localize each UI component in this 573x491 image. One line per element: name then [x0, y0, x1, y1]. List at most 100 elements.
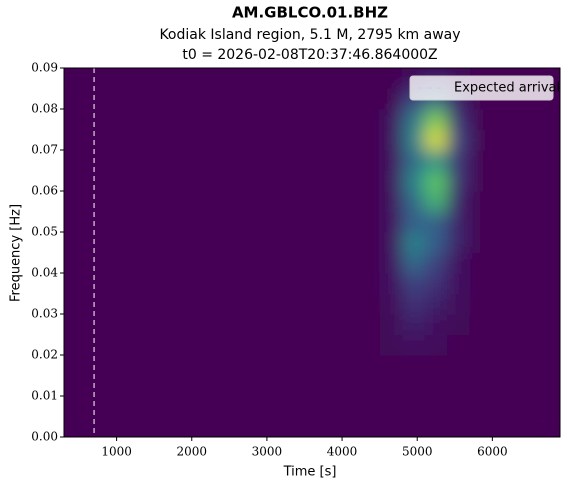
heat-cell [109, 129, 133, 151]
heat-cell [514, 150, 538, 171]
heat-cell [469, 314, 493, 335]
heat-cell [64, 109, 88, 130]
overlay: 1000 2000 3000 4000 5000 6000 0.00 0.01 0.02 0.03… [31, 61, 560, 459]
heat-cell [176, 191, 200, 212]
heat-cell [109, 375, 133, 397]
heat-cell [64, 375, 88, 397]
heat-cell [244, 232, 268, 253]
heat-cell [334, 150, 358, 171]
heat-cell [109, 68, 133, 89]
heat-cell [312, 293, 336, 315]
heat-cell [514, 334, 538, 356]
heat-cell [86, 355, 110, 376]
heat-cell [199, 355, 223, 376]
heat-cell [537, 191, 560, 212]
heat-cell [86, 314, 110, 335]
y-tick-label: 0.03 [31, 307, 58, 321]
heat-cell [154, 293, 178, 315]
heat-cell [447, 273, 471, 294]
heat-cell [176, 355, 200, 376]
heat-cell [86, 232, 110, 253]
heat-cell [86, 273, 110, 294]
heat-cell [402, 211, 426, 233]
heat-cell [334, 252, 358, 274]
heat-cell [357, 232, 381, 253]
heat-cell [289, 293, 313, 315]
heat-cell [379, 109, 403, 130]
y-axis-label: Frequency [Hz] [9, 204, 24, 302]
heat-cell [199, 416, 223, 437]
heat-cell [199, 314, 223, 335]
heat-cell [266, 375, 290, 397]
heat-cell [492, 375, 516, 397]
heat-cell [289, 150, 313, 171]
heat-cell [199, 211, 223, 233]
heat-cell [312, 396, 336, 417]
heat-cell [537, 273, 560, 294]
heat-cell [379, 150, 403, 171]
heat-cell [447, 191, 471, 212]
heat-cell [492, 396, 516, 417]
heat-cell [424, 293, 448, 315]
heat-cell [379, 88, 403, 110]
heat-cell [289, 355, 313, 376]
heat-cell [334, 232, 358, 253]
heat-cell [379, 191, 403, 212]
heat-cell [154, 150, 178, 171]
heat-cell [86, 252, 110, 274]
heat-cell [154, 88, 178, 110]
heat-cell [131, 416, 155, 437]
heat-cell [334, 88, 358, 110]
y-tick-label: 0.05 [31, 225, 58, 239]
heat-cell [86, 416, 110, 437]
heat-cell [109, 416, 133, 437]
heat-cell [199, 334, 223, 356]
heat-cell [266, 150, 290, 171]
chart-title: AM.GBLCO.01.BHZ [232, 4, 388, 22]
heat-cell [176, 375, 200, 397]
heat-cell [424, 170, 448, 192]
heat-cell [221, 293, 245, 315]
heat-cell [424, 252, 448, 274]
heat-cell [131, 191, 155, 212]
heat-cell [469, 355, 493, 376]
heat-cell [447, 170, 471, 192]
heat-cell [357, 129, 381, 151]
heat-cell [447, 129, 471, 151]
heat-cell [424, 375, 448, 397]
heat-cell [244, 273, 268, 294]
heat-cell [357, 293, 381, 315]
chart-subtitle: t0 = 2026-02-08T20:37:46.864000Z [182, 47, 437, 63]
heat-cell [402, 375, 426, 397]
heat-cell [537, 252, 560, 274]
heat-cell [312, 150, 336, 171]
heat-cell [424, 150, 448, 171]
x-tick-label: 3000 [252, 445, 283, 459]
heat-cell [64, 191, 88, 212]
heat-cell [199, 375, 223, 397]
heat-cell [64, 334, 88, 356]
heat-cell [357, 170, 381, 192]
heat-cell [514, 191, 538, 212]
heat-cell [221, 334, 245, 356]
heat-cell [424, 191, 448, 212]
heat-cell [469, 170, 493, 192]
heat-cell [402, 334, 426, 356]
heat-cell [357, 211, 381, 233]
heat-cell [64, 416, 88, 437]
heat-cell [64, 293, 88, 315]
heat-cell [199, 88, 223, 110]
heat-cell [244, 129, 268, 151]
heat-cell [154, 273, 178, 294]
heat-cell [266, 88, 290, 110]
heat-cell [357, 314, 381, 335]
heat-cell [469, 293, 493, 315]
heat-cell [312, 68, 336, 89]
heat-cell [221, 68, 245, 89]
heat-cell [312, 252, 336, 274]
heat-cell [176, 252, 200, 274]
heat-cell [199, 273, 223, 294]
heat-cell [402, 170, 426, 192]
heat-cell [176, 314, 200, 335]
heat-cell [109, 109, 133, 130]
